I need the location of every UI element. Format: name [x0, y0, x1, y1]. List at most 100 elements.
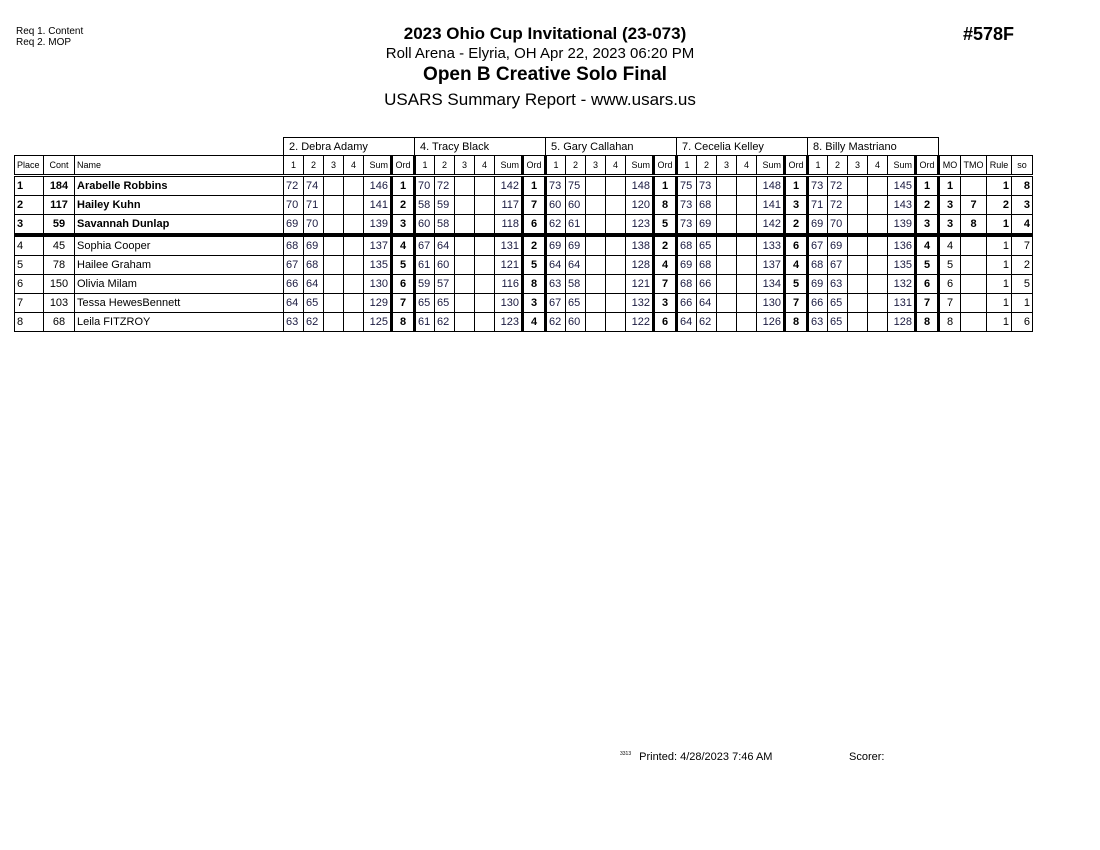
score-4	[605, 255, 626, 275]
ordinal: 8	[783, 312, 809, 332]
score-1: 73	[676, 214, 697, 237]
score-1: 63	[807, 312, 828, 332]
score-1: 69	[807, 274, 828, 294]
header-judge-col: 1	[283, 155, 304, 177]
rule: 1	[986, 274, 1012, 294]
event-title: Open B Creative Solo Final	[423, 64, 667, 85]
rule: 1	[986, 175, 1012, 196]
score-3	[716, 312, 737, 332]
ordinal: 1	[652, 175, 678, 196]
majority-ordinal: 8	[938, 312, 961, 332]
header-judge-col: 1	[414, 155, 435, 177]
score-sum: 133	[756, 234, 785, 256]
score-4	[867, 274, 888, 294]
skater-name: Sophia Cooper	[74, 234, 284, 256]
score-2: 65	[827, 293, 848, 313]
score-4	[736, 195, 757, 215]
score-sum: 142	[756, 214, 785, 237]
score-3	[454, 195, 475, 215]
score-4	[343, 214, 364, 237]
score-4	[474, 214, 495, 237]
score-3	[454, 312, 475, 332]
score-2: 68	[303, 255, 324, 275]
ordinal: 4	[914, 234, 940, 256]
place: 7	[14, 293, 44, 313]
ordinal: 6	[914, 274, 940, 294]
ordinal: 6	[652, 312, 678, 332]
total-majority-ordinal	[960, 255, 987, 275]
score-3	[585, 274, 606, 294]
score-2: 65	[827, 312, 848, 332]
header-judge-col: 2	[696, 155, 717, 177]
score-3	[716, 274, 737, 294]
result-row: 5 78 Hailee Graham 67 68 135 5 61 60 121 5 64 64 128 4…	[14, 255, 1033, 275]
score-2: 70	[303, 214, 324, 237]
score-3	[716, 214, 737, 237]
result-row: 1 184 Arabelle Robbins 72 74 146 1 70 72 142 1 73 75…	[14, 175, 1033, 196]
header-judge-col: 3	[585, 155, 606, 177]
score-3	[323, 274, 344, 294]
score-1: 60	[414, 214, 435, 237]
place: 4	[14, 234, 44, 256]
score-sum: 131	[494, 234, 523, 256]
score-3	[323, 175, 344, 196]
ordinal: 4	[521, 312, 547, 332]
printed-timestamp: Printed: 4/28/2023 7:46 AM	[639, 751, 773, 763]
score-4	[474, 175, 495, 196]
header-judge-col: Sum	[494, 155, 523, 177]
score-2: 67	[827, 255, 848, 275]
score-4	[867, 293, 888, 313]
ordinal: 1	[521, 175, 547, 196]
score-2: 68	[696, 195, 717, 215]
score-1: 68	[676, 274, 697, 294]
score-3	[847, 175, 868, 196]
score-3	[585, 175, 606, 196]
skater-name: Savannah Dunlap	[74, 214, 284, 237]
score-1: 61	[414, 255, 435, 275]
so: 5	[1011, 274, 1033, 294]
header-judge-col: Ord	[783, 155, 809, 177]
score-1: 69	[545, 234, 566, 256]
score-sum: 130	[494, 293, 523, 313]
score-4	[736, 312, 757, 332]
ordinal: 5	[652, 214, 678, 237]
page-code: 3313	[620, 751, 632, 757]
ordinal: 2	[652, 234, 678, 256]
total-majority-ordinal: 7	[960, 195, 987, 215]
header-judge-col: 3	[323, 155, 344, 177]
score-2: 65	[303, 293, 324, 313]
header-judge-col: 4	[736, 155, 757, 177]
score-4	[343, 293, 364, 313]
score-2: 62	[696, 312, 717, 332]
score-3	[323, 293, 344, 313]
majority-ordinal: 6	[938, 274, 961, 294]
so: 6	[1011, 312, 1033, 332]
score-1: 67	[414, 234, 435, 256]
result-row: 2 117 Hailey Kuhn 70 71 141 2 58 59 117 7 60 60 120 8 7…	[14, 195, 1033, 215]
majority-ordinal: 5	[938, 255, 961, 275]
majority-ordinal: 3	[938, 214, 961, 237]
score-2: 65	[565, 293, 586, 313]
competition-title: 2023 Ohio Cup Invitational (23-073)	[403, 24, 687, 43]
score-sum: 123	[494, 312, 523, 332]
score-1: 70	[414, 175, 435, 196]
ordinal: 3	[652, 293, 678, 313]
header-judge-col: 4	[343, 155, 364, 177]
score-2: 58	[565, 274, 586, 294]
score-sum: 121	[625, 274, 654, 294]
judge-name: 8. Billy Mastriano	[807, 137, 939, 156]
score-4	[605, 312, 626, 332]
judge-name: 2. Debra Adamy	[283, 137, 415, 156]
header-judge-col: Ord	[652, 155, 678, 177]
place: 8	[14, 312, 44, 332]
score-4	[736, 175, 757, 196]
score-1: 73	[545, 175, 566, 196]
score-3	[585, 195, 606, 215]
score-3	[454, 274, 475, 294]
ordinal: 7	[390, 293, 416, 313]
skater-name: Tessa HewesBennett	[74, 293, 284, 313]
judge-name: 7. Cecelia Kelley	[676, 137, 808, 156]
score-3	[323, 255, 344, 275]
score-3	[454, 255, 475, 275]
score-3	[716, 195, 737, 215]
